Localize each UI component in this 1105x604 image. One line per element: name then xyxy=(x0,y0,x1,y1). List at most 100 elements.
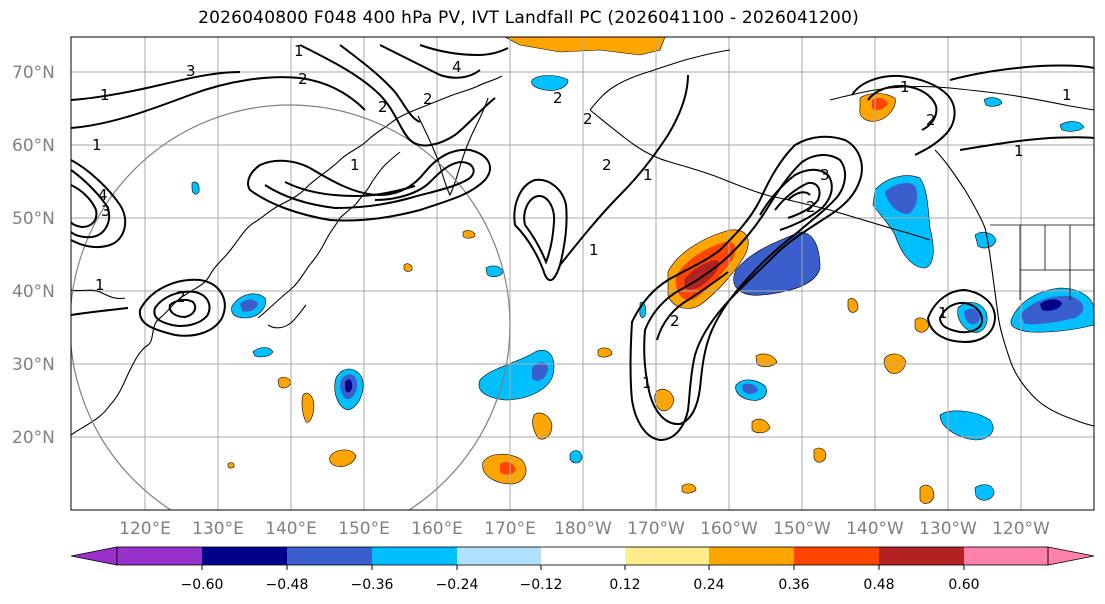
pv-contour-label: 4 xyxy=(452,58,462,76)
pv-contour-label: 1 xyxy=(100,86,110,104)
pv-contour-label: 3 xyxy=(101,202,111,220)
ivt-positive-region xyxy=(403,263,413,272)
ivt-positive-region xyxy=(227,462,235,469)
colorbar-extend-high xyxy=(1047,546,1095,566)
ivt-positive-region xyxy=(872,97,888,111)
ivt-negative-region xyxy=(569,450,583,464)
pv-contour-label: 2 xyxy=(298,70,308,88)
ivt-positive-region xyxy=(329,449,357,467)
ivt-negative-region xyxy=(939,410,994,441)
colorbar-tick-label: −0.12 xyxy=(520,577,563,593)
ivt-negative-region xyxy=(240,299,258,312)
colorbar-segment xyxy=(709,547,794,565)
colorbar-segment xyxy=(964,547,1048,565)
pv-contour-label: 2 xyxy=(602,156,612,174)
colorbar-segment xyxy=(117,547,202,565)
colorbar-tick-label: −0.36 xyxy=(351,577,394,593)
pv-contour-label: 1 xyxy=(900,78,910,96)
pv-contour-label: 3 xyxy=(186,62,196,80)
ivt-positive-region xyxy=(914,317,930,333)
lon-label: 140°E xyxy=(265,519,317,539)
colorbar-tick-label: 0.12 xyxy=(609,577,640,593)
pv-contours xyxy=(71,44,1094,442)
ivt-negative-region xyxy=(252,347,274,358)
ivt-positive-region xyxy=(813,447,827,463)
ivt-negative-region xyxy=(964,308,980,325)
colorbar-tick-label: −0.24 xyxy=(436,577,479,593)
pv-contour-label: 1 xyxy=(642,374,652,392)
lat-label: 20°N xyxy=(12,428,55,448)
ivt-negative-region xyxy=(983,97,1003,107)
colorbar-frame xyxy=(116,546,1049,566)
colorbar-tick-label: 0.60 xyxy=(948,577,979,593)
pv-contour-label: 2 xyxy=(423,90,433,108)
colorbar-ticks xyxy=(201,565,965,570)
ivt-negative-region xyxy=(191,181,200,195)
ivt-positive-region xyxy=(301,392,315,423)
ivt-negative-region xyxy=(742,383,758,394)
pv-contour-label: 1 xyxy=(1062,86,1072,104)
ivt-negative-region xyxy=(885,183,918,214)
lat-label: 60°N xyxy=(12,136,55,156)
ivt-positive-region xyxy=(751,418,771,434)
pv-contour-label: 4 xyxy=(98,186,108,204)
chart-title: 2026040800 F048 400 hPa PV, IVT Landfall… xyxy=(198,8,859,28)
pv-contour-label: 1 xyxy=(643,166,653,184)
ivt-positive-region xyxy=(681,483,697,494)
pv-contour-label: 2 xyxy=(553,89,563,107)
pv-contour-label: 2 xyxy=(806,198,816,216)
ivt-positive-region xyxy=(654,388,675,412)
colorbar-segment xyxy=(794,547,879,565)
ivt-negative-region xyxy=(345,379,353,393)
pv-contour-label: 2 xyxy=(670,312,680,330)
lon-label: 120°W xyxy=(992,519,1050,539)
ivt-positive-region xyxy=(919,484,935,504)
lon-label: 160°W xyxy=(700,519,758,539)
colorbar-tick-label: −0.48 xyxy=(266,577,309,593)
ivt-positive-region xyxy=(597,347,613,358)
colorbar: −0.60 −0.48 −0.36 −0.24 −0.12 0.12 0.24 … xyxy=(70,546,1095,593)
lon-label: 120°E xyxy=(119,519,171,539)
colorbar-tick-label: 0.36 xyxy=(778,577,809,593)
pv-contour-label: 2 xyxy=(378,98,388,116)
pv-contour-label: 1 xyxy=(1014,142,1024,160)
colorbar-segment xyxy=(879,547,964,565)
lat-label: 40°N xyxy=(12,282,55,302)
pv-contour-label: 2 xyxy=(583,110,593,128)
ivt-negative-region xyxy=(1059,121,1085,132)
pv-contour-label: 1 xyxy=(589,241,599,259)
map-frame xyxy=(70,36,1095,511)
colorbar-segment xyxy=(202,547,287,565)
longitude-labels: 120°E 130°E 140°E 150°E 160°E 170°E 180°… xyxy=(119,519,1050,539)
lat-label: 30°N xyxy=(12,355,55,375)
colorbar-segment xyxy=(287,547,372,565)
lon-label: 170°E xyxy=(484,519,536,539)
latitude-labels: 70°N 60°N 50°N 40°N 30°N 20°N xyxy=(12,63,55,448)
range-ring xyxy=(71,104,511,510)
lon-label: 150°E xyxy=(338,519,390,539)
ivt-negative-region xyxy=(974,231,997,249)
gridlines xyxy=(71,37,1094,510)
lat-label: 50°N xyxy=(12,209,55,229)
ivt-positive-region xyxy=(847,298,859,313)
pv-contour-label: 2 xyxy=(926,111,936,129)
lon-label: 130°E xyxy=(192,519,244,539)
pv-contour-label: 3 xyxy=(820,166,830,184)
pv-contour-label: 1 xyxy=(92,136,102,154)
lon-label: 180°W xyxy=(554,519,612,539)
colorbar-tick-label: −0.60 xyxy=(181,577,224,593)
lon-label: 160°E xyxy=(411,519,463,539)
pv-contour-label: 1 xyxy=(938,304,948,322)
lon-label: 150°W xyxy=(773,519,831,539)
ivt-positive-region xyxy=(504,37,666,56)
colorbar-segment xyxy=(457,547,541,565)
pv-contour-label: 1 xyxy=(294,42,304,60)
colorbar-segment xyxy=(625,547,709,565)
pv-contour-label: 2 xyxy=(176,288,186,306)
pv-contour-labels: 1 3 1 4 2 2 1 1 2 2 2 4 3 2 1 1 1 2 2 1 … xyxy=(92,42,1072,392)
ivt-negative-region xyxy=(531,75,569,91)
ivt-negative-region xyxy=(974,484,995,501)
colorbar-tick-label: 0.48 xyxy=(863,577,894,593)
ivt-negative-region xyxy=(768,236,811,271)
